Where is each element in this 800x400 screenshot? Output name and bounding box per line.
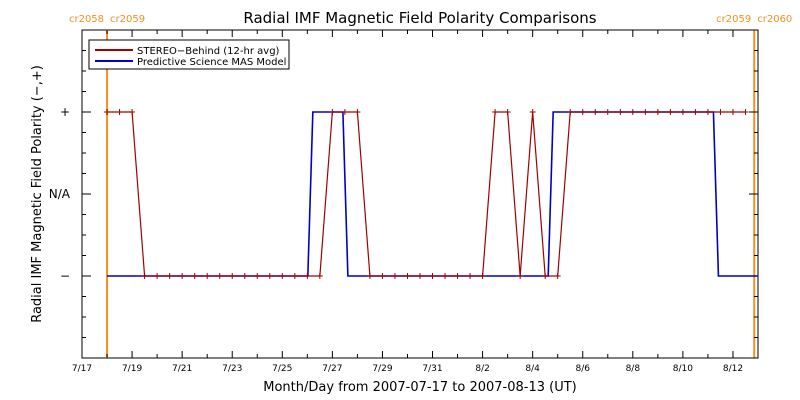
x-tick-label: 8/4: [525, 364, 540, 374]
data-point-stereo-behind: [216, 273, 223, 279]
legend-box: [88, 39, 290, 70]
carrington-label-left: cr2058: [69, 14, 104, 25]
chart-title: Radial IMF Magnetic Field Polarity Compa…: [243, 9, 596, 27]
data-point-stereo-behind: [166, 273, 173, 279]
data-point-stereo-behind: [692, 109, 699, 115]
y-tick-label: −: [60, 269, 70, 283]
data-point-stereo-behind: [592, 109, 599, 115]
data-point-stereo-behind: [492, 109, 499, 115]
data-point-stereo-behind: [129, 109, 136, 115]
x-tick-label: 7/29: [372, 364, 392, 374]
data-point-stereo-behind: [454, 273, 461, 279]
data-point-stereo-behind: [316, 273, 323, 279]
data-point-stereo-behind: [567, 109, 574, 115]
x-tick-label: 7/23: [222, 364, 242, 374]
data-point-stereo-behind: [254, 273, 261, 279]
legend-entry: STEREO−Behind (12-hr avg): [137, 46, 280, 57]
data-point-stereo-behind: [479, 273, 486, 279]
data-point-stereo-behind: [617, 109, 624, 115]
data-point-stereo-behind: [554, 273, 561, 279]
y-tick-label: N/A: [49, 187, 71, 201]
carrington-label-left: cr2059: [716, 14, 751, 25]
data-point-stereo-behind: [604, 109, 611, 115]
data-point-stereo-behind: [629, 109, 636, 115]
data-point-stereo-behind: [379, 273, 386, 279]
data-point-stereo-behind: [742, 109, 749, 115]
data-point-stereo-behind: [467, 273, 474, 279]
x-tick-label: 8/12: [723, 364, 743, 374]
legend: STEREO−Behind (12-hr avg)Predictive Scie…: [88, 39, 290, 70]
data-point-stereo-behind: [717, 109, 724, 115]
data-point-stereo-behind: [429, 273, 436, 279]
x-tick-label: 8/8: [626, 364, 641, 374]
data-point-stereo-behind: [329, 109, 336, 115]
data-point-stereo-behind: [579, 109, 586, 115]
x-tick-label: 7/25: [272, 364, 292, 374]
data-point-stereo-behind: [266, 273, 273, 279]
x-tick-label: 7/27: [322, 364, 342, 374]
x-tick-label: 8/6: [575, 364, 590, 374]
data-point-stereo-behind: [504, 109, 511, 115]
x-axis-label: Month/Day from 2007-07-17 to 2007-08-13 …: [263, 380, 576, 395]
data-point-stereo-behind: [291, 273, 298, 279]
data-point-stereo-behind: [442, 273, 449, 279]
data-point-stereo-behind: [366, 273, 373, 279]
data-point-stereo-behind: [679, 109, 686, 115]
data-point-stereo-behind: [354, 109, 361, 115]
data-point-stereo-behind: [154, 273, 161, 279]
data-point-stereo-behind: [391, 273, 398, 279]
data-point-stereo-behind: [279, 273, 286, 279]
x-tick-label: 7/21: [172, 364, 192, 374]
carrington-label-right: cr2060: [757, 14, 792, 25]
legend-entry: Predictive Science MAS Model: [137, 57, 286, 68]
y-axis-label: Radial IMF Magnetic Field Polarity (−,+): [30, 65, 45, 323]
x-tick-label: 7/19: [122, 364, 142, 374]
data-point-stereo-behind: [529, 109, 536, 115]
data-point-stereo-behind: [729, 109, 736, 115]
data-point-stereo-behind: [116, 109, 123, 115]
data-point-stereo-behind: [341, 109, 348, 115]
data-point-stereo-behind: [179, 273, 186, 279]
data-point-stereo-behind: [191, 273, 198, 279]
data-point-stereo-behind: [204, 273, 211, 279]
data-point-stereo-behind: [417, 273, 423, 279]
data-point-stereo-behind: [241, 273, 248, 279]
data-point-stereo-behind: [654, 109, 661, 115]
x-tick-label: 7/17: [72, 364, 92, 374]
data-point-stereo-behind: [542, 273, 549, 279]
data-point-stereo-behind: [141, 273, 148, 279]
series-line-stereo-behind: [107, 111, 746, 277]
data-point-stereo-behind: [517, 273, 524, 279]
data-point-stereo-behind: [642, 109, 649, 115]
data-point-stereo-behind: [304, 273, 311, 279]
x-tick-label: 8/10: [673, 364, 693, 374]
carrington-label-right: cr2059: [110, 14, 145, 25]
data-point-stereo-behind: [229, 273, 236, 279]
x-tick-label: 7/31: [422, 364, 442, 374]
x-tick-label: 8/2: [475, 364, 489, 374]
data-point-stereo-behind: [404, 273, 411, 279]
data-point-stereo-behind: [104, 109, 111, 115]
data-point-stereo-behind: [667, 109, 674, 115]
data-point-stereo-behind: [704, 109, 711, 115]
y-tick-label: +: [60, 105, 70, 119]
